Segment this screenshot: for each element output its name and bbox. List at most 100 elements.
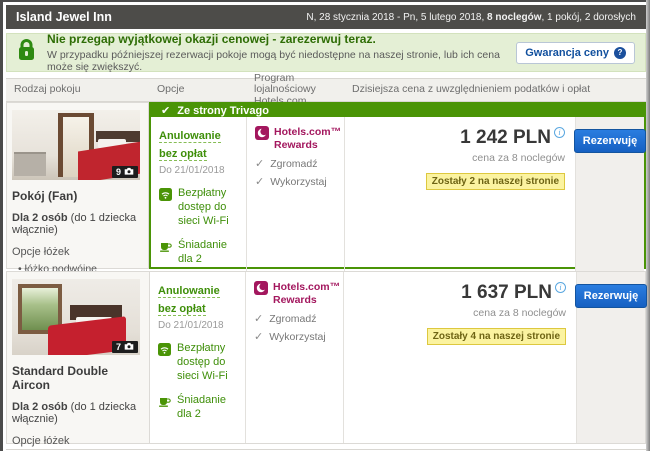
options-cell: Anulowanie bez opłat Do 21/01/2018 Bezpł…: [150, 272, 246, 443]
loyalty-cell: Hotels.com™ Rewards ✓ Zgromadź ✓ Wykorzyst…: [246, 272, 344, 443]
room-info-cell: 7 Standard Double Aircon Dla 2 osób (do …: [7, 272, 150, 447]
book-cell: Rezerwuję: [573, 117, 647, 276]
bullet-icon: •: [18, 263, 22, 275]
lock-icon: [17, 38, 36, 67]
hotels-com-rewards-logo-icon: [255, 126, 269, 145]
stay-dates: N, 28 stycznia 2018 - Pn, 5 lutego 2018,: [306, 11, 488, 23]
room-name: Pokój (Fan): [12, 189, 78, 203]
breakfast-label: Śniadanie dla 2: [178, 239, 227, 265]
check-icon: ✓: [254, 331, 264, 344]
window-border-top: [0, 0, 650, 2]
wifi-amenity: Bezpłatny dostęp do sieci Wi-Fi: [158, 342, 237, 383]
free-cancellation-link[interactable]: Anulowanie bez opłat: [159, 130, 221, 161]
window-border-left: [0, 0, 3, 451]
rewards-redeem-label: Wykorzystaj: [270, 175, 327, 188]
room-info-cell: 9 Pokój (Fan) Dla 2 osób (do 1 dziecka w…: [6, 102, 149, 308]
occupancy-rest: (do 1 dziecka włącznie): [12, 401, 137, 425]
rewards-redeem-item: ✓ Wykorzystaj: [254, 330, 335, 344]
trivago-banner: ✔ Ze strony Trivago: [151, 104, 644, 117]
cancellation-deadline: Do 21/01/2018: [158, 320, 224, 331]
promo-texts: Nie przegap wyjątkowej okazji cenowej - …: [47, 32, 516, 73]
occupancy-bold: Dla 2 osób: [12, 212, 68, 224]
wifi-icon: [159, 187, 172, 206]
camera-icon: [124, 342, 134, 352]
hotel-header-bar: Island Jewel Inn N, 28 stycznia 2018 - P…: [6, 5, 646, 29]
rewards-redeem-label: Wykorzystaj: [269, 330, 326, 343]
header-options: Opcje: [157, 83, 185, 96]
photo-count-badge: 9: [111, 166, 138, 178]
rewards-collect-item: ✓ Zgromadź: [255, 157, 336, 171]
rates-table-header: Rodzaj pokoju Opcje Program lojalnościow…: [6, 71, 646, 107]
cancellation-deadline: Do 21/01/2018: [159, 165, 225, 176]
breakfast-label: Śniadanie dla 2: [177, 394, 226, 420]
next-row-divider: [6, 449, 646, 450]
promo-title: Nie przegap wyjątkowej okazji cenowej - …: [47, 32, 376, 46]
rewards-collect-label: Zgromadź: [270, 157, 318, 170]
rewards-collect-item: ✓ Zgromadź: [254, 312, 335, 326]
price-guarantee-label: Gwarancja ceny: [525, 46, 609, 59]
book-button[interactable]: Rezerwuję: [574, 284, 648, 308]
price-note: cena za 8 noclegów: [472, 152, 565, 164]
photo-count: 9: [115, 167, 121, 177]
rewards-title: Hotels.com™ Rewards: [273, 281, 341, 307]
room-photo[interactable]: 9: [12, 110, 140, 180]
wifi-icon: [158, 342, 171, 361]
total-price: 1 242 PLN: [460, 127, 551, 148]
photo-count-badge: 7: [111, 341, 138, 353]
header-room-type: Rodzaj pokoju: [14, 83, 81, 96]
availability-badge: Zostały 4 na naszej stronie: [426, 328, 566, 345]
room-occupancy: Dla 2 osób (do 1 dziecka włącznie): [12, 401, 142, 425]
trivago-banner-label: Ze strony Trivago: [177, 104, 269, 117]
free-cancellation-link[interactable]: Anulowanie bez opłat: [158, 285, 220, 316]
header-loyalty: Program lojalnościowy Hotels.com: [254, 71, 316, 107]
hotel-name: Island Jewel Inn: [16, 10, 112, 24]
wifi-label: Bezpłatny dostęp do sieci Wi-Fi: [178, 187, 229, 227]
room-occupancy: Dla 2 osób (do 1 dziecka włącznie): [12, 212, 141, 236]
bed-options-label: Opcje łóżek: [12, 246, 70, 258]
stay-nights: 8 noclegów: [487, 11, 542, 23]
book-button[interactable]: Rezerwuję: [573, 129, 647, 153]
breakfast-amenity: Śniadanie dla 2: [159, 239, 238, 267]
check-icon: ✔: [161, 105, 171, 117]
wifi-amenity: Bezpłatny dostęp do sieci Wi-Fi: [159, 187, 238, 228]
stay-summary: N, 28 stycznia 2018 - Pn, 5 lutego 2018,…: [306, 12, 636, 23]
occupancy-bold: Dla 2 osób: [12, 401, 68, 413]
check-icon: ✓: [255, 176, 265, 189]
price-info-icon[interactable]: i: [555, 282, 566, 293]
header-price: Dzisiejsza cena z uwzględnieniem podatkó…: [352, 83, 591, 96]
breakfast-cup-icon: [158, 394, 171, 412]
occupancy-rest: (do 1 dziecka włącznie): [12, 212, 137, 236]
promo-subtitle: W przypadku późniejszej rezerwacji pokoj…: [47, 49, 500, 73]
camera-icon: [124, 167, 134, 177]
availability-badge: Zostały 2 na naszej stronie: [425, 173, 565, 190]
price-note: cena za 8 noclegów: [473, 307, 566, 319]
rewards-collect-label: Zgromadź: [269, 312, 317, 325]
scrollbar-edge[interactable]: [646, 0, 650, 451]
total-price: 1 637 PLN: [461, 282, 552, 303]
room-row-pokoj-fan: 9 Pokój (Fan) Dla 2 osób (do 1 dziecka w…: [6, 102, 647, 308]
check-icon: ✓: [254, 313, 264, 326]
question-circle-icon: ?: [614, 46, 626, 59]
check-icon: ✓: [255, 158, 265, 171]
trivago-highlight-box: ✔ Ze strony Trivago Anulowanie bez opłat…: [149, 102, 647, 276]
rewards-title: Hotels.com™ Rewards: [274, 126, 342, 152]
options-cell: Anulowanie bez opłat Do 21/01/2018 Bezpł…: [151, 117, 247, 276]
breakfast-cup-icon: [159, 239, 172, 257]
breakfast-amenity: Śniadanie dla 2: [158, 394, 237, 422]
hotels-com-rewards-logo-icon: [254, 281, 268, 300]
room-row-standard-double-aircon: 7 Standard Double Aircon Dla 2 osób (do …: [6, 271, 648, 447]
wifi-label: Bezpłatny dostęp do sieci Wi-Fi: [177, 342, 228, 382]
rewards-redeem-item: ✓ Wykorzystaj: [255, 175, 336, 189]
price-cell: 1 637 PLN i cena za 8 noclegów Zostały 4 …: [344, 272, 577, 443]
price-deal-banner: Nie przegap wyjątkowej okazji cenowej - …: [6, 32, 646, 73]
bed-options-label: Opcje łóżek: [12, 435, 70, 447]
room-name: Standard Double Aircon: [12, 364, 109, 392]
stay-guests: , 1 pokój, 2 dorosłych: [541, 11, 637, 23]
loyalty-cell: Hotels.com™ Rewards ✓ Zgromadź ✓ Wykorzyst…: [247, 117, 345, 276]
price-info-icon[interactable]: i: [554, 127, 565, 138]
price-guarantee-button[interactable]: Gwarancja ceny ?: [516, 41, 635, 64]
room-photo[interactable]: 7: [12, 279, 140, 355]
book-cell: Rezerwuję: [574, 272, 648, 443]
photo-count: 7: [115, 342, 121, 352]
price-cell: 1 242 PLN i cena za 8 noclegów Zostały 2 …: [345, 117, 576, 276]
